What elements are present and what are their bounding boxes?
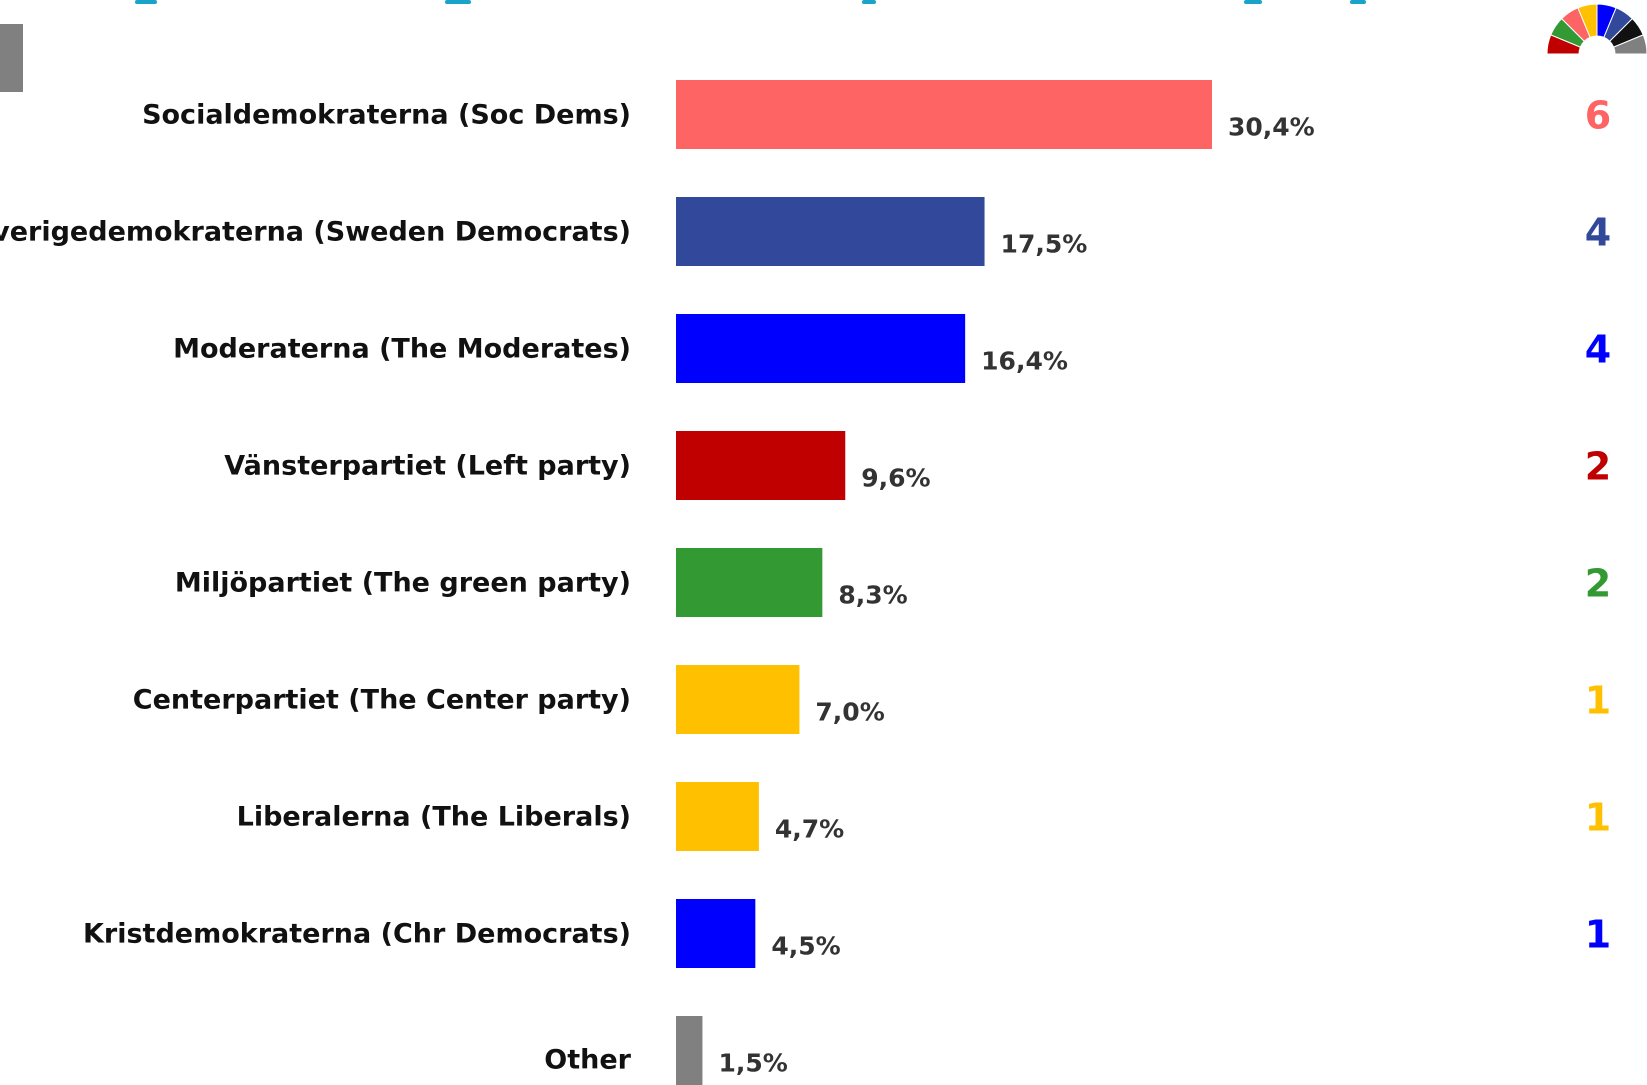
value-label: 16,4% xyxy=(981,347,1068,376)
bar xyxy=(676,197,985,266)
bar xyxy=(676,899,756,968)
party-label: Centerpartiet (The Center party) xyxy=(133,685,631,716)
bar xyxy=(676,782,759,851)
seat-count: 1 xyxy=(1585,796,1611,840)
party-label: Kristdemokraterna (Chr Democrats) xyxy=(83,919,631,950)
party-label: Socialdemokraterna (Soc Dems) xyxy=(142,100,631,131)
value-label: 7,0% xyxy=(815,698,884,727)
bar xyxy=(676,548,823,617)
bar xyxy=(676,665,800,734)
party-label: Moderaterna (The Moderates) xyxy=(173,334,631,365)
seat-count: 6 xyxy=(1585,94,1611,138)
bars-layer: Socialdemokraterna (Soc Dems) 30,4% 6 Sveri… xyxy=(0,80,1611,1085)
seat-count: 1 xyxy=(1585,679,1611,723)
value-label: 8,3% xyxy=(838,581,907,610)
party-label: Other xyxy=(544,1045,631,1076)
bar xyxy=(676,431,846,500)
party-label: Vänsterpartiet (Left party) xyxy=(224,451,631,482)
seat-count: 4 xyxy=(1585,328,1611,372)
value-label: 30,4% xyxy=(1228,113,1315,142)
bar xyxy=(676,314,966,383)
side-tab-marker xyxy=(0,24,23,92)
seat-count: 2 xyxy=(1585,445,1611,489)
party-label: Sverigedemokraterna (Sweden Democrats) xyxy=(0,217,631,248)
value-label: 17,5% xyxy=(1001,230,1088,259)
seat-count: 2 xyxy=(1585,562,1611,606)
top-decorative-strip xyxy=(0,0,1647,8)
bar xyxy=(676,80,1212,149)
seat-count: 1 xyxy=(1585,913,1611,957)
parliament-segment xyxy=(1612,34,1647,55)
value-label: 4,5% xyxy=(771,932,840,961)
party-label: Liberalerna (The Liberals) xyxy=(237,802,631,833)
value-label: 4,7% xyxy=(775,815,844,844)
party-label: Miljöpartiet (The green party) xyxy=(175,568,631,599)
value-label: 1,5% xyxy=(718,1049,787,1078)
value-label: 9,6% xyxy=(861,464,930,493)
seat-count: 4 xyxy=(1585,211,1611,255)
bar xyxy=(676,1016,703,1085)
parliament-icon xyxy=(1546,3,1647,55)
